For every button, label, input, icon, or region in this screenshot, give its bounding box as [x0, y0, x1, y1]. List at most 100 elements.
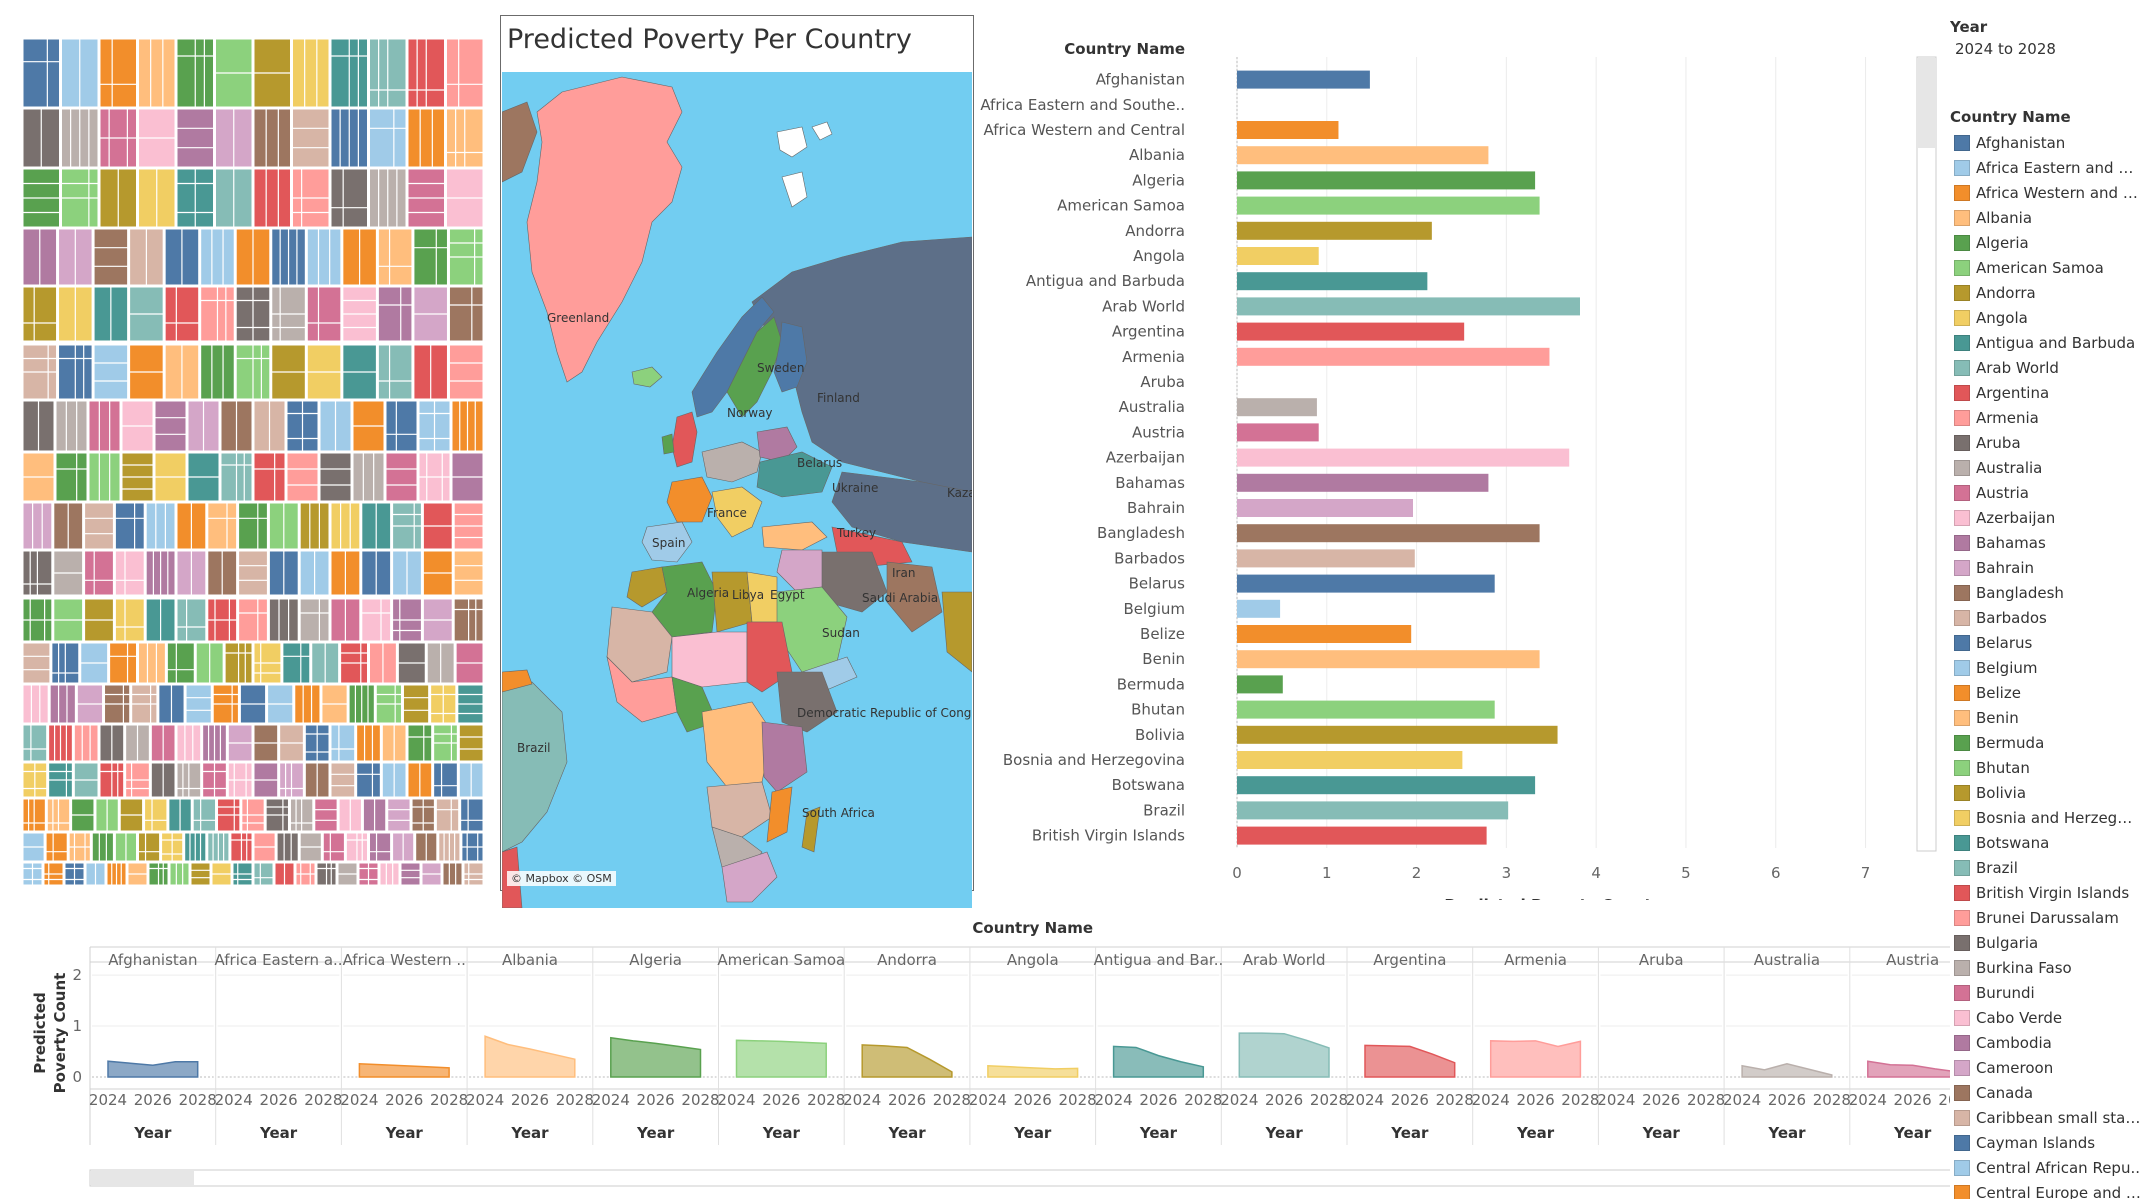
treemap-tile[interactable] [125, 762, 150, 798]
treemap-tile[interactable] [426, 642, 455, 684]
treemap-tile[interactable] [268, 550, 299, 596]
legend-item[interactable]: Cabo Verde [1950, 1005, 2149, 1030]
legend-item[interactable]: Algeria [1950, 230, 2149, 255]
legend-item[interactable]: Burundi [1950, 980, 2149, 1005]
treemap-tile[interactable] [379, 862, 400, 886]
treemap-tile[interactable] [356, 724, 381, 762]
treemap-tile[interactable] [114, 550, 145, 596]
treemap-tile[interactable] [451, 452, 484, 502]
treemap-tile[interactable] [185, 684, 212, 724]
legend-item[interactable]: Cameroon [1950, 1055, 2149, 1080]
legend-item[interactable]: Bhutan [1950, 755, 2149, 780]
legend-item[interactable]: Belize [1950, 680, 2149, 705]
treemap-tile[interactable] [415, 832, 438, 862]
area-facet[interactable]: American Samoa 2024 2026 2028 Year [717, 947, 845, 1145]
map-region-madagascar[interactable] [801, 806, 821, 853]
treemap-tile[interactable] [176, 108, 214, 168]
treemap-tile[interactable] [407, 108, 445, 168]
treemap-tile[interactable] [375, 684, 402, 724]
legend-item[interactable]: American Samoa [1950, 255, 2149, 280]
treemap-tile-rect[interactable] [164, 286, 200, 342]
treemap-tile[interactable] [168, 798, 192, 832]
treemap-tile-rect[interactable] [109, 642, 137, 684]
treemap-tile[interactable] [145, 598, 176, 642]
treemap-tile[interactable] [202, 724, 227, 762]
map-region-east-africa[interactable] [761, 721, 808, 793]
map-region-turkey[interactable] [761, 521, 828, 551]
map-region-svalbard-south[interactable] [781, 171, 808, 208]
area-facet[interactable]: Angola 2024 2026 2028 Year [969, 947, 1097, 1145]
treemap-tile[interactable] [88, 452, 121, 502]
treemap-tile[interactable] [84, 598, 114, 642]
bar-antigua-and-barbuda[interactable] [1237, 272, 1428, 291]
treemap-tile[interactable] [45, 832, 68, 862]
treemap-tile[interactable] [430, 684, 457, 724]
treemap-tile[interactable] [61, 108, 99, 168]
bar-bermuda[interactable] [1237, 675, 1283, 694]
treemap-tile[interactable] [148, 862, 169, 886]
bar-austria[interactable] [1237, 423, 1319, 442]
treemap-tile-rect[interactable] [166, 642, 195, 684]
legend-item[interactable]: Angola [1950, 305, 2149, 330]
treemap-tile[interactable] [164, 286, 200, 342]
treemap-tile-rect[interactable] [402, 684, 430, 724]
treemap-tile[interactable] [64, 862, 85, 886]
treemap-tile[interactable] [392, 832, 415, 862]
treemap-tile-rect[interactable] [207, 502, 238, 550]
treemap-tile-rect[interactable] [45, 832, 68, 862]
treemap-tile[interactable] [114, 832, 138, 862]
treemap-tile[interactable] [306, 286, 342, 342]
treemap-tile[interactable] [306, 228, 342, 286]
treemap-tile[interactable] [49, 684, 76, 724]
treemap-tile[interactable] [99, 38, 137, 108]
treemap-tile[interactable] [51, 642, 80, 684]
area-series[interactable] [1489, 1040, 1582, 1078]
legend-item[interactable]: Bahrain [1950, 555, 2149, 580]
treemap-tile[interactable] [235, 286, 271, 342]
treemap-tile[interactable] [202, 762, 227, 798]
area-series[interactable] [987, 1065, 1079, 1078]
treemap-tile-rect[interactable] [176, 598, 207, 642]
treemap-tile[interactable] [73, 724, 99, 762]
treemap-tile[interactable] [215, 108, 253, 168]
treemap-tile[interactable] [337, 862, 358, 886]
legend-item[interactable]: Belarus [1950, 630, 2149, 655]
treemap-tile[interactable] [253, 724, 279, 762]
treemap-tile-rect[interactable] [319, 452, 352, 502]
treemap-tile[interactable] [330, 502, 361, 550]
treemap-tile-rect[interactable] [387, 798, 411, 832]
treemap-tile[interactable] [413, 228, 448, 286]
treemap-tile[interactable] [22, 862, 43, 886]
legend-item[interactable]: Armenia [1950, 405, 2149, 430]
area-series[interactable] [358, 1062, 450, 1078]
treemap-tile[interactable] [200, 344, 235, 400]
treemap-tile[interactable] [93, 344, 129, 400]
legend-item[interactable]: Albania [1950, 205, 2149, 230]
treemap-tile[interactable] [53, 502, 84, 550]
treemap-tile[interactable] [129, 286, 164, 342]
poverty-area-small-multiples[interactable]: Country Name Predicted Poverty Count 0 1 2 Afg… [20, 915, 1950, 1195]
treemap-tile[interactable] [342, 344, 377, 400]
treemap-tile[interactable] [330, 168, 368, 228]
treemap-tile[interactable] [176, 550, 207, 596]
treemap-tile[interactable] [224, 642, 253, 684]
treemap-tile[interactable] [61, 168, 99, 228]
treemap-tile-rect[interactable] [407, 724, 433, 762]
treemap-tile[interactable] [271, 344, 306, 400]
treemap-tile[interactable] [176, 724, 202, 762]
treemap-tile-rect[interactable] [407, 108, 445, 168]
area-facet[interactable]: Algeria 2024 2026 2028 Year [592, 947, 720, 1145]
treemap-tile[interactable] [166, 642, 195, 684]
treemap-tile[interactable] [22, 228, 58, 286]
treemap-tile-rect[interactable] [299, 502, 330, 550]
treemap-tile[interactable] [448, 228, 484, 286]
area-facet[interactable]: Australia 2024 2026 2028 Year [1723, 947, 1851, 1145]
treemap-tile[interactable] [239, 684, 267, 724]
map-region-venezuela[interactable] [502, 669, 533, 693]
treemap-tile[interactable] [381, 724, 407, 762]
treemap-tile-rect[interactable] [282, 642, 311, 684]
area-facet[interactable]: Africa Western .. 2024 2026 2028 Year [340, 947, 468, 1145]
treemap-tile[interactable] [212, 684, 239, 724]
treemap-tile-rect[interactable] [453, 550, 484, 596]
treemap-tile[interactable] [127, 862, 148, 886]
